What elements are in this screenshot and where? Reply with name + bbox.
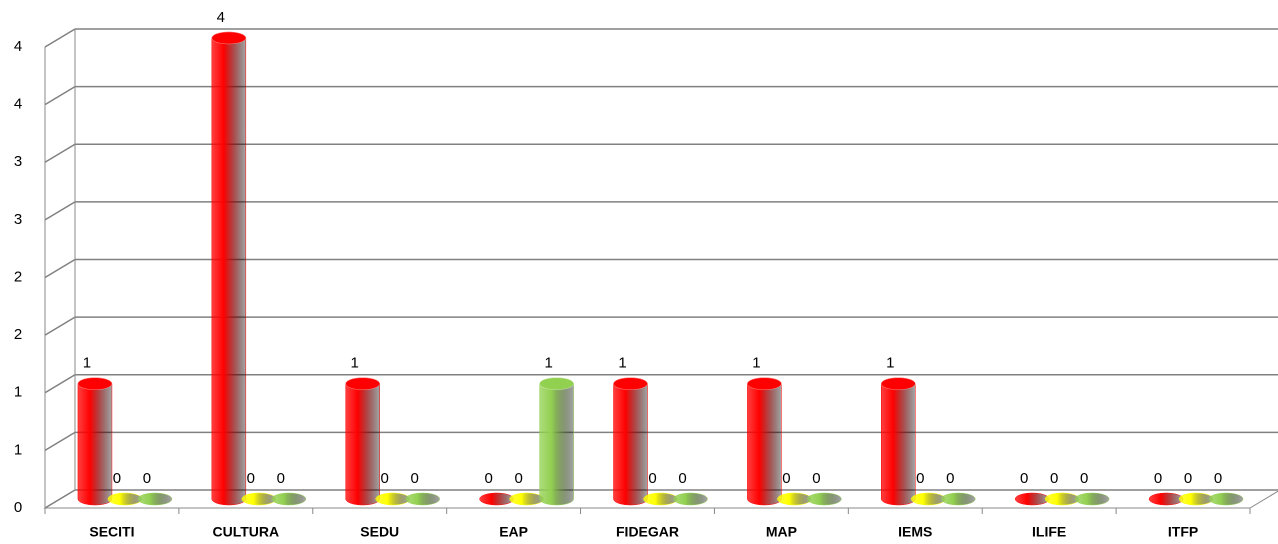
bar-top (613, 377, 648, 390)
data-label: 0 (277, 470, 285, 487)
data-label: 0 (1184, 470, 1192, 487)
y-tick-label: 3 (14, 153, 22, 170)
data-label: 0 (143, 470, 151, 487)
bar (747, 377, 782, 506)
bar (539, 377, 574, 506)
bar (941, 492, 976, 506)
data-label: 0 (1214, 470, 1222, 487)
data-label: 0 (782, 470, 790, 487)
bar (881, 377, 916, 506)
bar (777, 492, 812, 506)
bar (613, 377, 648, 506)
x-tick-label: CULTURA (213, 524, 280, 540)
data-label: 0 (1020, 470, 1028, 487)
bar (345, 377, 380, 506)
data-label: 0 (1080, 470, 1088, 487)
grid-side (44, 258, 76, 279)
y-tick-label: 4 (14, 38, 22, 55)
data-label: 0 (381, 470, 389, 487)
bar (479, 492, 514, 506)
y-tick-label: 0 (14, 499, 22, 516)
bar (1208, 492, 1244, 506)
y-tick-label: 1 (14, 384, 22, 401)
bar-top (539, 377, 574, 390)
grid-side (44, 374, 76, 394)
grid-side (44, 143, 76, 163)
bar (643, 492, 678, 506)
bar (509, 492, 544, 506)
grid-side (44, 431, 76, 452)
grid-side (44, 201, 76, 221)
y-tick-label: 1 (14, 441, 22, 458)
bar (241, 492, 277, 506)
bar (107, 492, 143, 506)
bar (1044, 492, 1080, 506)
data-label: 0 (1154, 470, 1162, 487)
data-label: 0 (411, 470, 419, 487)
data-label: 0 (648, 470, 656, 487)
bar (405, 492, 440, 506)
data-label: 0 (1050, 470, 1058, 487)
bar (77, 377, 113, 506)
bar (1074, 492, 1110, 506)
x-tick-label: SEDU (360, 524, 399, 540)
data-label: 0 (678, 470, 686, 487)
bar-top (211, 31, 247, 45)
bar (911, 492, 946, 506)
bar-top (747, 377, 782, 390)
x-tick-label: ILIFE (1032, 524, 1066, 540)
data-label: 0 (247, 470, 255, 487)
data-label: 1 (618, 355, 626, 372)
data-label: 0 (484, 470, 492, 487)
data-label: 1 (752, 355, 760, 372)
grid-side (44, 85, 76, 106)
grid-side (44, 316, 76, 336)
grid-side (44, 489, 76, 509)
bar (1148, 492, 1184, 506)
x-tick-label: IEMS (898, 524, 932, 540)
data-label: 1 (544, 355, 552, 372)
bar (673, 492, 708, 506)
bar (137, 492, 173, 506)
x-tick-label: SECITI (89, 524, 134, 540)
bar (271, 492, 307, 506)
bar (1178, 492, 1214, 506)
grid-side (44, 28, 76, 48)
data-label: 0 (946, 470, 954, 487)
bar (1014, 492, 1050, 506)
data-label: 0 (916, 470, 924, 487)
y-tick-label: 3 (14, 211, 22, 228)
bar (211, 31, 247, 506)
data-label: 0 (113, 470, 121, 487)
data-label: 1 (83, 355, 91, 372)
x-tick-label: EAP (499, 524, 528, 540)
y-tick-label: 2 (14, 268, 22, 285)
bar-top (345, 377, 380, 390)
data-label: 4 (217, 9, 225, 26)
data-label: 1 (351, 355, 359, 372)
x-tick-label: MAP (766, 524, 797, 540)
x-tick-label: FIDEGAR (616, 524, 679, 540)
bar (375, 492, 410, 506)
x-tick-label: ITFP (1168, 524, 1198, 540)
bar-top (77, 377, 113, 390)
y-tick-label: 2 (14, 326, 22, 343)
bar-top (881, 377, 916, 390)
data-label: 0 (812, 470, 820, 487)
data-label: 0 (514, 470, 522, 487)
bar (807, 492, 842, 506)
y-tick-label: 4 (14, 96, 22, 113)
data-label: 1 (886, 355, 894, 372)
